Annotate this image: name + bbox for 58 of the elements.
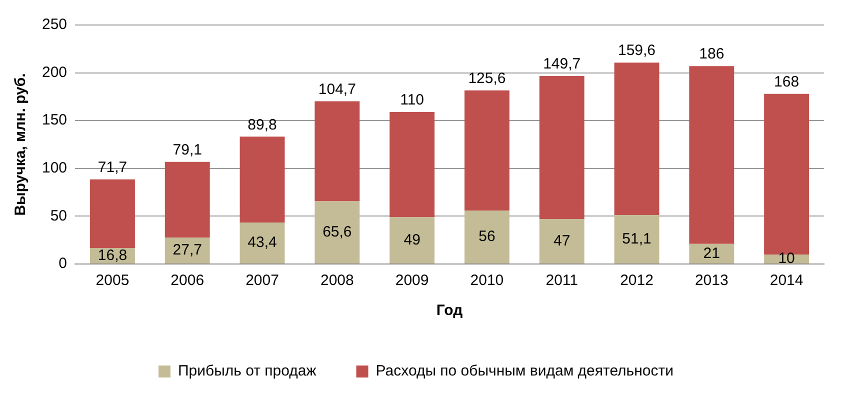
bar: [314, 101, 360, 202]
bar: [240, 222, 285, 264]
data-label: 110: [400, 92, 424, 109]
data-label: 16,8: [98, 246, 128, 264]
data-label: 159,6: [618, 42, 656, 60]
bar: [390, 112, 435, 218]
x-tick-label: 2011: [546, 272, 578, 290]
data-label: 10: [778, 250, 795, 268]
bar: [240, 136, 285, 223]
legend-label: Расходы по обычным видам деятельности: [376, 362, 674, 380]
data-label: 104,7: [318, 80, 356, 98]
data-label: 27,7: [172, 242, 202, 259]
bar: [614, 215, 660, 264]
data-label: 79,1: [172, 142, 202, 159]
bar: [539, 76, 584, 220]
data-label: 51,1: [622, 230, 652, 248]
y-tick-label: 250: [42, 16, 68, 34]
bar: [464, 90, 510, 210]
y-tick-label: 50: [50, 207, 68, 224]
x-tick-label: 2005: [96, 272, 130, 290]
bar: [164, 238, 210, 264]
y-tick-label: 150: [42, 112, 68, 129]
bar: [164, 162, 210, 238]
x-tick-label: 2010: [470, 272, 504, 290]
bar: [614, 62, 660, 216]
bar: [90, 179, 135, 248]
bar: [539, 219, 584, 264]
x-axis-title: Год: [436, 302, 464, 320]
bar: [764, 94, 810, 254]
data-label: 56: [478, 228, 496, 246]
x-tick-label: 2006: [170, 272, 204, 290]
data-label: 47: [554, 232, 570, 250]
data-label: 89,8: [248, 116, 277, 134]
data-label: 186: [699, 46, 724, 63]
y-tick-label: 0: [58, 255, 68, 272]
x-tick-label: 2012: [620, 272, 654, 290]
bar: [689, 244, 734, 264]
x-tick-label: 2008: [320, 272, 354, 290]
x-tick-label: 2014: [770, 272, 804, 290]
x-tick-label: 2009: [395, 272, 429, 290]
data-label: 71,7: [98, 159, 128, 176]
y-tick-label: 200: [42, 64, 68, 81]
data-label: 149,7: [543, 56, 581, 73]
data-label: 168: [774, 73, 800, 90]
data-label: 43,4: [248, 234, 277, 252]
data-label: 21: [703, 244, 720, 262]
y-tick-label: 100: [42, 160, 68, 177]
bar: [390, 217, 435, 264]
bar: [464, 210, 510, 264]
bar: [314, 201, 360, 264]
data-label: 49: [404, 231, 420, 248]
y-axis-title: Выручка, млн. руб.: [12, 73, 30, 216]
x-tick-label: 2007: [246, 272, 279, 290]
legend-label: Прибыль от продаж: [178, 362, 316, 380]
data-label: 125,6: [468, 70, 506, 88]
data-label: 65,6: [322, 224, 352, 241]
bar: [689, 66, 734, 244]
x-tick-label: 2013: [694, 272, 728, 290]
